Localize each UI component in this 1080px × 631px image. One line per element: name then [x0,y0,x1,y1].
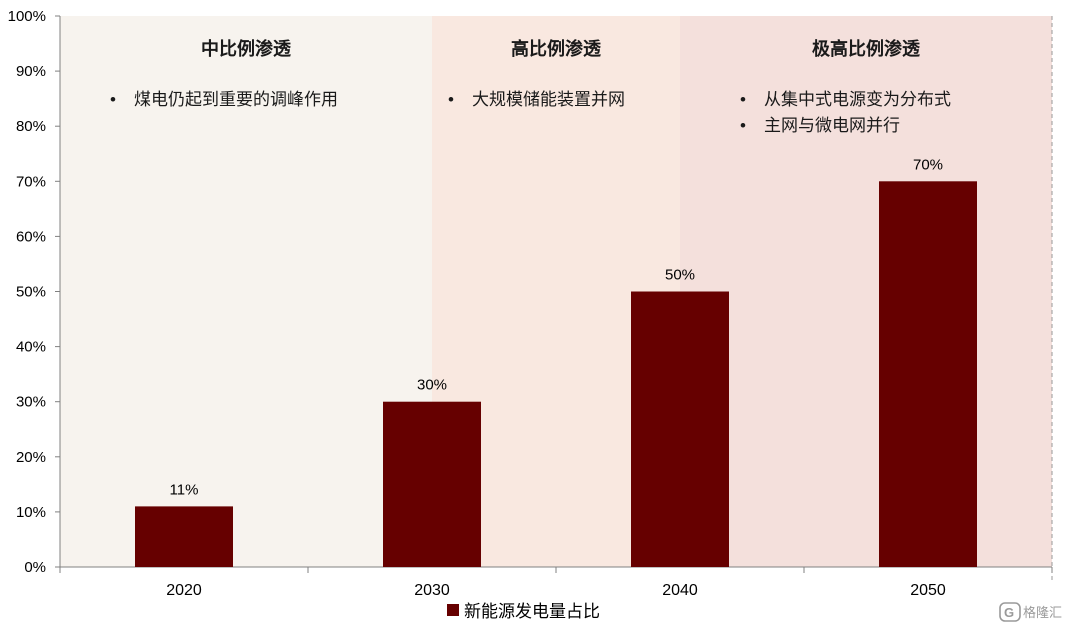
phase-note-bullet: • [740,116,746,135]
g-logo-icon: G [999,602,1021,622]
phase-note-bullet: • [110,90,116,109]
watermark: G 格隆汇 [999,602,1062,622]
x-tick-label: 2040 [662,582,698,599]
phase-note: 大规模储能装置并网 [472,90,625,109]
y-tick-label: 90% [16,63,46,80]
bar [879,181,977,568]
phase-band [680,16,1052,567]
phase-note-bullet: • [740,90,746,109]
data-labels: 11% 30% 50% 70% [170,156,943,498]
phase-title: 中比例渗透 [201,38,292,59]
y-axis: 0% 10% 20% 30% 40% 50% 60% 70% 80% 90% 100% [8,8,1053,581]
x-axis: 2020 2030 2040 2050 [59,566,1053,599]
y-tick-label: 80% [16,118,46,135]
phase-note: 从集中式电源变为分布式 [764,90,951,109]
data-label: 11% [170,481,199,498]
y-tick-label: 30% [16,394,46,411]
phase-annotations: 中比例渗透 • 煤电仍起到重要的调峰作用 高比例渗透 • 大规模储能装置并网 极高比例渗透 •… [110,38,951,135]
phase-note: 主网与微电网并行 [764,116,900,135]
x-tick-label: 2020 [166,582,202,599]
bar [631,291,729,567]
y-tick-label: 50% [16,284,46,301]
bar-series [135,181,977,568]
y-tick-label: 100% [8,8,46,25]
y-tick-label: 0% [24,559,46,576]
bar [383,401,481,567]
legend: 新能源发电量占比 [447,602,600,621]
legend-label: 新能源发电量占比 [464,602,600,621]
phase-note-bullet: • [448,90,454,109]
phase-note: 煤电仍起到重要的调峰作用 [134,90,338,109]
y-tick-label: 20% [16,449,46,466]
legend-swatch [447,604,459,616]
data-label: 50% [665,267,695,284]
y-tick-label: 70% [16,173,46,190]
bar [135,506,233,567]
phase-title: 高比例渗透 [511,38,602,59]
x-tick-label: 2050 [910,582,946,599]
data-label: 30% [417,377,447,394]
x-tick-label: 2030 [414,582,450,599]
y-tick-label: 40% [16,339,46,356]
phase-band [60,16,432,567]
data-label: 70% [913,156,943,173]
watermark-text: 格隆汇 [1023,605,1062,620]
svg-text:G: G [1004,605,1014,620]
phase-title: 极高比例渗透 [812,38,921,59]
y-tick-label: 60% [16,228,46,245]
y-tick-label: 10% [16,504,46,521]
